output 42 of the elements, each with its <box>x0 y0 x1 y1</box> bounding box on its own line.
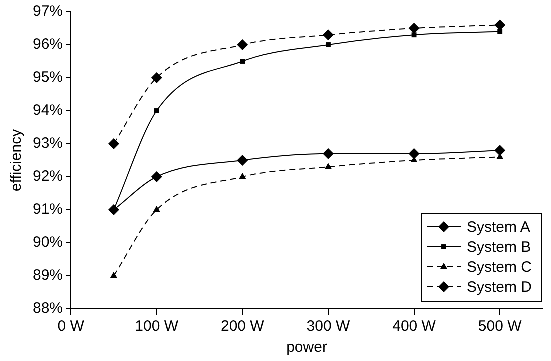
point <box>494 20 506 31</box>
point <box>151 172 162 182</box>
point <box>154 108 160 114</box>
x-tick-label: 300 W <box>306 318 351 336</box>
point <box>322 30 334 41</box>
point <box>498 29 503 34</box>
y-tick-label: 96% <box>32 36 64 54</box>
point <box>108 138 120 150</box>
point <box>237 155 248 166</box>
point <box>412 32 417 38</box>
legend-label: System D <box>467 279 532 296</box>
y-tick-label: 94% <box>32 102 64 120</box>
x-tick-label: 200 W <box>220 318 266 336</box>
y-tick-label: 90% <box>32 234 64 252</box>
legend-label: System A <box>467 219 530 236</box>
point <box>326 42 331 48</box>
point <box>239 173 246 179</box>
point <box>325 163 332 170</box>
point <box>151 72 162 84</box>
y-tick-label: 92% <box>32 168 64 186</box>
x-tick-label: 100 W <box>135 318 180 336</box>
x-tick-label: 500 W <box>478 318 523 336</box>
y-tick-label: 95% <box>32 69 64 86</box>
point <box>322 148 334 160</box>
y-tick-label: 93% <box>32 135 64 152</box>
point <box>240 59 246 64</box>
point <box>494 145 506 156</box>
point <box>408 23 420 34</box>
point <box>408 148 420 160</box>
point <box>153 206 160 212</box>
point <box>237 40 248 50</box>
x-axis-title: power <box>286 339 328 356</box>
y-axis-title: efficiency <box>8 128 26 192</box>
x-tick-label: 0 W <box>58 318 86 336</box>
y-tick-label: 89% <box>32 267 64 284</box>
y-tick-label: 91% <box>32 201 64 218</box>
x-tick-label: 400 W <box>392 318 437 336</box>
legend-label: System C <box>467 259 532 276</box>
y-tick-label: 97% <box>32 3 64 20</box>
legend-label: System B <box>467 239 532 256</box>
y-tick-label: 88% <box>32 300 64 318</box>
point <box>110 272 118 278</box>
